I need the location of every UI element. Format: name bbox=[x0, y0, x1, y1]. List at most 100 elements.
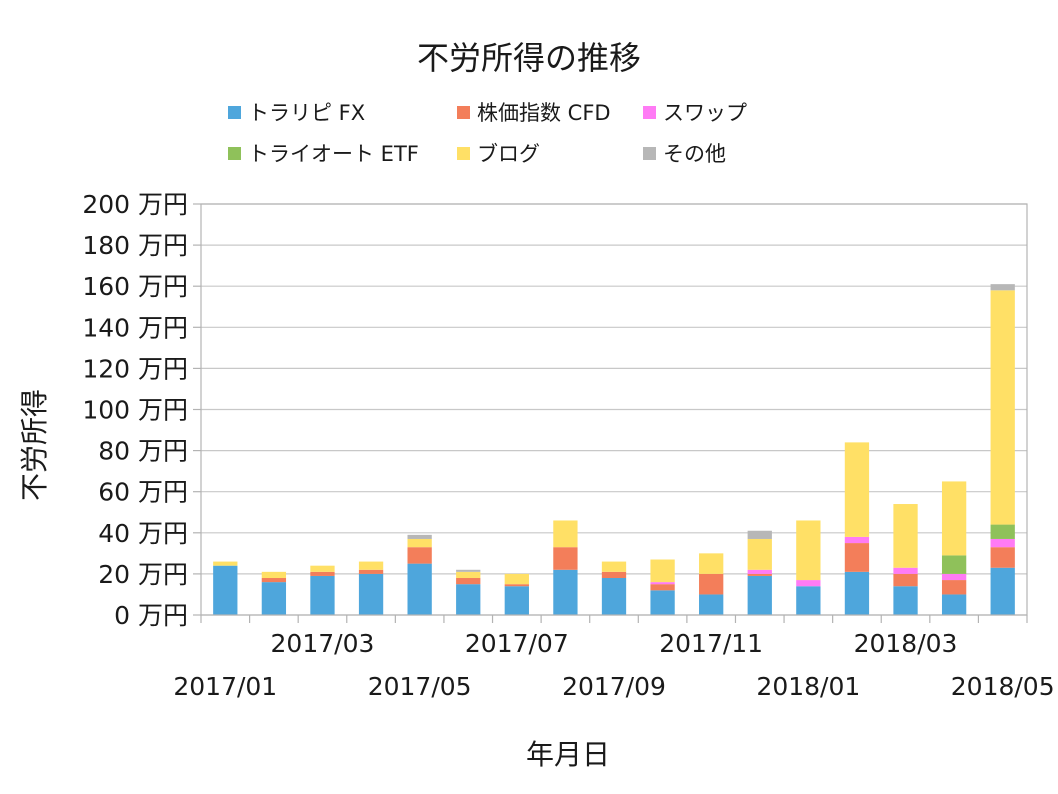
plot-frame bbox=[200, 203, 1028, 616]
bar-segment bbox=[941, 481, 967, 556]
x-tick-label: 2017/03 bbox=[271, 629, 375, 658]
y-tick-label: 80 万円 bbox=[98, 437, 188, 466]
bar-segment bbox=[941, 573, 967, 581]
bar-segment bbox=[358, 561, 384, 570]
bar-segment bbox=[941, 594, 967, 615]
bar-segment bbox=[893, 504, 918, 568]
y-tick-label: 100 万円 bbox=[82, 396, 188, 425]
bar-segment bbox=[990, 538, 1015, 548]
bar-segment bbox=[456, 571, 481, 579]
bar-segment bbox=[747, 530, 772, 539]
bar-segment bbox=[601, 571, 627, 579]
bar-segment bbox=[844, 442, 870, 537]
bar-segment bbox=[893, 586, 918, 615]
bar-segment bbox=[796, 580, 821, 587]
bar-segment bbox=[844, 536, 870, 544]
x-axis-title: 年月日 bbox=[526, 738, 610, 771]
legend-item: スワップ bbox=[643, 101, 747, 125]
bar-segment bbox=[747, 575, 772, 615]
y-tick-labels: 0 万円 20 万円 40 万円 60 万円 80 万円 100 万円 120 万円 140 … bbox=[82, 190, 188, 630]
bar-segment bbox=[310, 571, 335, 576]
legend-item: トラリピ FX bbox=[228, 101, 365, 125]
bar-segment bbox=[650, 590, 675, 615]
legend-swatch bbox=[643, 106, 656, 119]
legend-item: ブログ bbox=[457, 142, 540, 166]
bar-stack bbox=[796, 520, 821, 615]
bar-segment bbox=[358, 569, 384, 574]
bar-segment bbox=[990, 284, 1015, 291]
y-tick-label: 160 万円 bbox=[82, 272, 188, 301]
bar-stack bbox=[310, 565, 335, 615]
bar-segment bbox=[650, 559, 675, 583]
bar-segment bbox=[796, 520, 821, 581]
bar-segment bbox=[456, 578, 481, 585]
bars bbox=[213, 284, 1015, 615]
bar-segment bbox=[213, 561, 238, 566]
chart-title: 不労所得の推移 bbox=[417, 39, 641, 77]
legend-label: トラリピ FX bbox=[248, 101, 365, 125]
bar-segment bbox=[601, 561, 627, 572]
y-tick-label: 40 万円 bbox=[98, 519, 188, 548]
y-tick-label: 180 万円 bbox=[82, 231, 188, 260]
bar-segment bbox=[601, 578, 627, 615]
bar-stack bbox=[213, 561, 238, 615]
legend-swatch bbox=[457, 147, 470, 160]
bar-segment bbox=[893, 567, 918, 574]
bar-segment bbox=[553, 547, 578, 570]
legend-label: 株価指数 CFD bbox=[477, 101, 611, 125]
bar-segment bbox=[699, 573, 724, 595]
legend-label: スワップ bbox=[663, 101, 747, 125]
bar-stack bbox=[553, 520, 578, 615]
bar-stack bbox=[261, 571, 287, 615]
bar-stack bbox=[456, 569, 481, 615]
axes bbox=[200, 203, 1028, 623]
legend-item: その他 bbox=[643, 142, 726, 166]
bar-segment bbox=[990, 290, 1015, 525]
bar-segment bbox=[893, 573, 918, 587]
bar-segment bbox=[699, 553, 724, 574]
legend-label: トライオート ETF bbox=[248, 142, 419, 166]
bar-stack bbox=[990, 284, 1015, 615]
x-tick-label: 2017/11 bbox=[659, 629, 763, 658]
bar-segment bbox=[504, 584, 529, 587]
legend-swatch bbox=[228, 106, 241, 119]
legend-item: トライオート ETF bbox=[228, 142, 419, 166]
bar-stack bbox=[699, 553, 724, 615]
bar-segment bbox=[213, 565, 238, 615]
bar-segment bbox=[358, 573, 384, 615]
bar-stack bbox=[407, 534, 432, 615]
x-tick-label: 2018/03 bbox=[854, 629, 958, 658]
y-tick-label: 20 万円 bbox=[98, 560, 188, 589]
bar-segment bbox=[747, 538, 772, 570]
x-tick-label: 2017/05 bbox=[368, 672, 472, 701]
bar-stack bbox=[941, 481, 967, 615]
bar-segment bbox=[261, 571, 287, 579]
bar-segment bbox=[941, 580, 967, 595]
bar-segment bbox=[650, 584, 675, 591]
bar-segment bbox=[310, 565, 335, 572]
y-tick-label: 120 万円 bbox=[82, 354, 188, 383]
bar-segment bbox=[844, 571, 870, 615]
bar-stack bbox=[893, 504, 918, 615]
x-tick-label: 2017/07 bbox=[465, 629, 569, 658]
bar-segment bbox=[456, 569, 481, 572]
bar-segment bbox=[407, 534, 432, 539]
bar-stack bbox=[747, 530, 772, 615]
legend-item: 株価指数 CFD bbox=[457, 101, 611, 125]
bar-segment bbox=[747, 569, 772, 574]
x-tick-label: 2017/09 bbox=[562, 672, 666, 701]
bar-stack bbox=[358, 561, 384, 615]
bar-stack bbox=[601, 561, 627, 615]
legend-swatch bbox=[228, 147, 241, 160]
bar-stack bbox=[504, 573, 529, 615]
x-tick-label: 2018/05 bbox=[951, 672, 1055, 701]
x-tick-label: 2017/01 bbox=[173, 672, 277, 701]
bar-segment bbox=[650, 582, 675, 585]
bar-segment bbox=[844, 543, 870, 572]
bar-segment bbox=[407, 563, 432, 615]
bar-segment bbox=[310, 575, 335, 615]
y-tick-label: 60 万円 bbox=[98, 478, 188, 507]
x-tick-label: 2018/01 bbox=[756, 672, 860, 701]
bar-segment bbox=[990, 524, 1015, 539]
bar-segment bbox=[261, 582, 287, 615]
